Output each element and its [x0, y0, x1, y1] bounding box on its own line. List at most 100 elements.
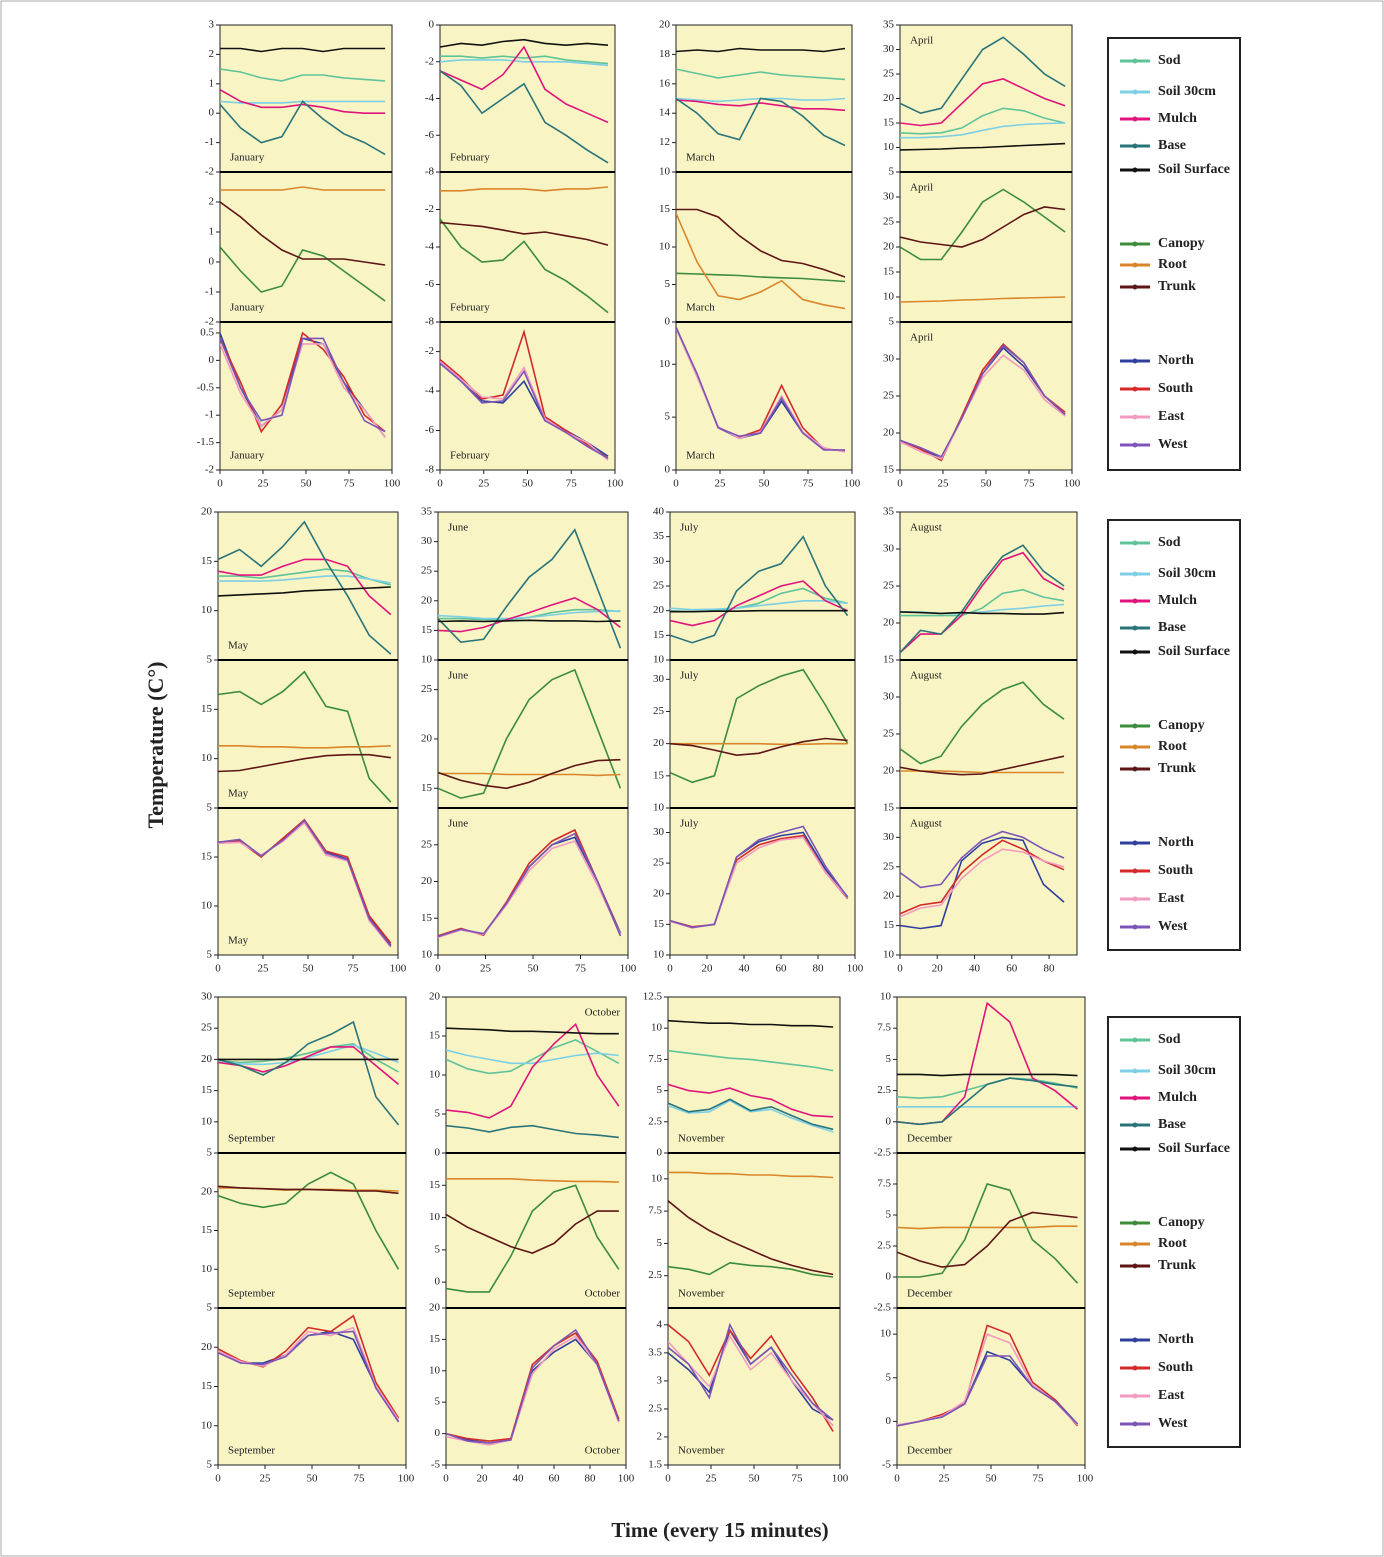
month-label: February — [450, 152, 490, 164]
x-tick-label: 25 — [938, 478, 950, 490]
y-tick-label: 15 — [421, 624, 433, 636]
x-tick-label: 100 — [1077, 1473, 1094, 1485]
y-tick-label: -1 — [205, 286, 214, 298]
series-line — [670, 742, 848, 746]
y-tick-label: 16 — [659, 77, 671, 89]
x-tick-label: 0 — [215, 963, 221, 975]
y-tick-label: 25 — [421, 565, 433, 577]
y-tick-label: 0 — [665, 316, 671, 328]
x-tick-label: 25 — [260, 1473, 272, 1485]
series-line — [670, 825, 849, 929]
x-tick-label: 25 — [715, 478, 727, 490]
series-line — [900, 839, 1065, 915]
y-tick-label: 4 — [657, 1318, 663, 1330]
x-tick-label: 100 — [832, 1473, 849, 1485]
month-label: November — [678, 1445, 725, 1457]
series-line — [676, 212, 846, 310]
y-tick-label: -1.5 — [197, 436, 215, 448]
x-tick-label: 25 — [480, 963, 492, 975]
x-tick-label: 60 — [1006, 963, 1018, 975]
x-tick-label: 80 — [813, 963, 825, 975]
series-line — [670, 580, 848, 627]
y-tick-label: 10 — [429, 1069, 441, 1081]
y-tick-label: 20 — [201, 506, 213, 518]
legend-label: Root — [1158, 257, 1187, 272]
y-tick-label: 10 — [201, 1115, 213, 1127]
y-tick-label: 20 — [653, 737, 665, 749]
series-line — [668, 1334, 834, 1427]
y-tick-label: 10 — [651, 1172, 663, 1184]
series-line — [897, 1355, 1079, 1427]
x-tick-label: 40 — [739, 963, 751, 975]
y-tick-label: 30 — [883, 691, 895, 703]
x-tick-label: 100 — [620, 963, 637, 975]
series-line — [218, 753, 391, 773]
series-line — [218, 575, 391, 584]
y-tick-label: 25 — [421, 683, 433, 695]
legend-label: East — [1158, 1388, 1185, 1403]
series-line — [446, 1027, 619, 1035]
y-tick-label: 5 — [435, 1108, 441, 1120]
x-tick-label: 100 — [618, 1473, 635, 1485]
month-label: May — [228, 788, 249, 800]
series-line — [218, 819, 392, 947]
y-tick-label: 2.5 — [877, 1240, 891, 1252]
series-line — [900, 142, 1066, 151]
panel-background — [675, 171, 853, 323]
y-tick-label: 7.5 — [648, 1053, 662, 1065]
panel-background — [896, 1307, 1086, 1466]
y-tick-label: 15 — [201, 703, 213, 715]
x-tick-label: 50 — [528, 963, 540, 975]
y-tick-label: 2 — [657, 1430, 663, 1442]
y-tick-label: -6 — [425, 424, 435, 436]
x-tick-label: 100 — [384, 478, 401, 490]
y-tick-label: 5 — [207, 1302, 213, 1314]
series-line — [900, 681, 1065, 765]
month-label: October — [585, 1288, 621, 1300]
y-tick-label: 20 — [883, 890, 895, 902]
month-label: June — [448, 818, 468, 830]
y-tick-label: 35 — [653, 530, 665, 542]
y-tick-label: 30 — [653, 826, 665, 838]
series-line — [668, 1099, 834, 1133]
series-line — [218, 568, 392, 586]
legend-label: Mulch — [1158, 593, 1197, 608]
series-line — [438, 596, 621, 633]
legend-label: Soil Surface — [1158, 162, 1230, 177]
series-line — [676, 326, 845, 451]
y-tick-label: 30 — [883, 191, 895, 203]
y-tick-label: 0 — [665, 464, 671, 476]
panel-background — [669, 659, 856, 809]
legend-marker — [1132, 89, 1138, 95]
series-line — [218, 1330, 400, 1423]
series-line — [218, 745, 391, 749]
month-label: January — [230, 450, 265, 462]
series-line — [668, 1200, 834, 1276]
legend-marker — [1132, 723, 1138, 729]
series-line — [670, 737, 848, 757]
month-label: March — [686, 302, 715, 314]
legend-marker — [1132, 540, 1138, 546]
series-line — [218, 1044, 399, 1066]
panel-background — [217, 807, 399, 956]
y-tick-label: 5 — [207, 654, 213, 666]
y-tick-label: 0.5 — [200, 326, 214, 338]
y-tick-label: 5 — [207, 1459, 213, 1471]
legend-marker — [1132, 1068, 1138, 1074]
series-line — [900, 544, 1065, 654]
legend-label: Base — [1158, 1117, 1186, 1132]
y-tick-label: 1 — [209, 226, 215, 238]
series-line — [446, 1039, 620, 1075]
y-tick-label: -0.5 — [197, 381, 215, 393]
series-line — [676, 99, 846, 112]
legend-label: North — [1158, 1332, 1194, 1347]
series-line — [668, 1098, 834, 1131]
x-tick-label: 80 — [1044, 963, 1056, 975]
x-tick-label: 50 — [759, 478, 771, 490]
x-tick-label: 100 — [607, 478, 624, 490]
legend-marker — [1132, 571, 1138, 577]
series-line — [900, 354, 1066, 460]
series-line — [218, 1020, 400, 1126]
y-tick-label: 25 — [653, 857, 665, 869]
